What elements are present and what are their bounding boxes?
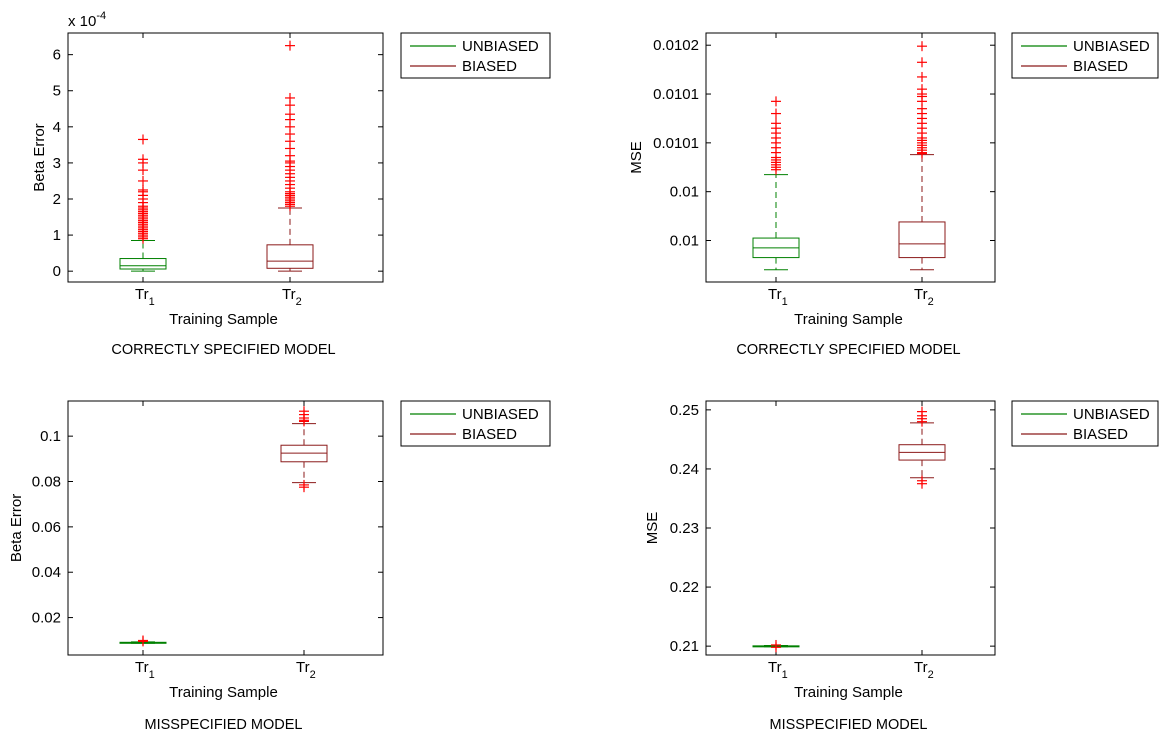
y-tick-label: 0.04 <box>32 564 61 581</box>
y-tick-label: 0.25 <box>670 402 699 419</box>
outlier-point <box>917 406 927 417</box>
x-tick-label: Tr1 <box>768 659 788 681</box>
x-axis-title: Training Sample <box>169 684 278 701</box>
outlier-point <box>771 118 781 129</box>
outlier-point <box>917 41 927 52</box>
legend-frame <box>400 400 551 447</box>
y-tick-label: 0.0102 <box>653 37 699 54</box>
plot-area-frame <box>67 32 384 283</box>
iqr-box <box>266 244 314 269</box>
panel-caption: MISSPECIFIED MODEL <box>145 717 303 733</box>
y-axis-title: Beta Error <box>31 123 48 191</box>
y-tick-label: 0.24 <box>670 461 699 478</box>
outlier-point <box>138 184 148 195</box>
panel-caption: CORRECTLY SPECIFIED MODEL <box>111 342 335 358</box>
outlier-point <box>285 109 295 120</box>
legend: UNBIASED BIASED <box>1011 32 1159 79</box>
legend-label-unbiased: UNBIASED <box>462 38 539 55</box>
outlier-point <box>917 57 927 68</box>
y-axis-title: MSE <box>644 512 661 545</box>
legend: UNBIASED BIASED <box>400 400 551 447</box>
iqr-box <box>119 258 167 270</box>
outlier-point <box>285 40 295 51</box>
x-tick-label: Tr2 <box>914 286 934 308</box>
y-tick-label: 0.08 <box>32 474 61 491</box>
y-tick-label: 0.21 <box>670 638 699 655</box>
outlier-point <box>917 84 927 95</box>
x-axis-title: Training Sample <box>169 311 278 328</box>
x-tick-label: Tr2 <box>296 659 316 681</box>
legend-label-biased: BIASED <box>462 58 517 75</box>
box-unbiased <box>119 635 167 647</box>
legend-frame <box>400 32 551 79</box>
legend-frame <box>1011 32 1159 79</box>
outlier-point <box>771 96 781 107</box>
y-exponent-label: x 10-4 <box>68 10 106 30</box>
x-axis-title: Training Sample <box>794 311 903 328</box>
x-tick-label: Tr2 <box>914 659 934 681</box>
panel-caption: MISSPECIFIED MODEL <box>770 717 928 733</box>
legend-label-biased: BIASED <box>1073 58 1128 75</box>
legend-label-unbiased: UNBIASED <box>1073 406 1150 423</box>
panel-caption: CORRECTLY SPECIFIED MODEL <box>736 342 960 358</box>
y-tick-label: 1 <box>53 227 61 244</box>
y-tick-label: 5 <box>53 83 61 100</box>
legend: UNBIASED BIASED <box>1011 400 1159 447</box>
y-tick-label: 0.0101 <box>653 86 699 103</box>
chart-panel-2: 0.01 0.01 0.0101 0.0101 0.0102 Tr1 Tr2 Training… <box>628 32 1159 358</box>
y-tick-label: 0.02 <box>32 610 61 627</box>
chart-panel-3: 0.02 0.04 0.06 0.08 0.1 Tr1 Tr2 Training Sample… <box>8 400 551 733</box>
box-biased <box>266 40 314 272</box>
outlier-point <box>138 635 148 646</box>
chart-panel-4: 0.21 0.22 0.23 0.24 0.25 Tr1 Tr2 Training Sampl… <box>644 400 1159 733</box>
box-biased <box>280 406 328 493</box>
y-tick-label: 0.01 <box>670 184 699 201</box>
legend-label-unbiased: UNBIASED <box>1073 38 1150 55</box>
y-tick-label: 4 <box>53 119 61 136</box>
y-tick-label: 0.06 <box>32 519 61 536</box>
plot-area-frame <box>705 32 996 283</box>
legend-label-biased: BIASED <box>462 426 517 443</box>
box-unbiased <box>752 96 800 271</box>
x-tick-label: Tr1 <box>135 659 155 681</box>
y-tick-label: 3 <box>53 155 61 172</box>
y-tick-label: 0.0101 <box>653 135 699 152</box>
legend-label-unbiased: UNBIASED <box>462 406 539 423</box>
outlier-point <box>299 406 309 417</box>
y-axis-title: Beta Error <box>8 494 25 562</box>
y-tick-label: 6 <box>53 47 61 64</box>
outlier-point <box>138 134 148 145</box>
outlier-point <box>285 92 295 103</box>
legend-frame <box>1011 400 1159 447</box>
box-biased <box>898 406 946 489</box>
outlier-point <box>917 71 927 82</box>
outlier-point <box>917 475 927 486</box>
box-unbiased <box>752 639 800 653</box>
y-axis-title: MSE <box>628 141 645 174</box>
box-unbiased <box>119 134 167 272</box>
x-tick-label: Tr2 <box>282 286 302 308</box>
y-tick-label: 0.1 <box>40 428 61 445</box>
plot-area-frame <box>67 400 384 656</box>
box-biased <box>898 41 946 271</box>
x-axis-title: Training Sample <box>794 684 903 701</box>
plot-area-frame <box>705 400 996 656</box>
y-tick-label: 0.22 <box>670 579 699 596</box>
y-tick-label: 0 <box>53 263 61 280</box>
outlier-point <box>138 154 148 165</box>
outlier-point <box>771 108 781 119</box>
x-tick-label: Tr1 <box>768 286 788 308</box>
outlier-point <box>138 175 148 186</box>
x-tick-label: Tr1 <box>135 286 155 308</box>
y-tick-label: 0.01 <box>670 233 699 250</box>
legend: UNBIASED BIASED <box>400 32 551 79</box>
y-tick-label: 0.23 <box>670 520 699 537</box>
outlier-point <box>771 639 781 650</box>
legend-label-biased: BIASED <box>1073 426 1128 443</box>
iqr-box <box>898 221 946 259</box>
outlier-point <box>299 479 309 490</box>
y-tick-label: 2 <box>53 191 61 208</box>
